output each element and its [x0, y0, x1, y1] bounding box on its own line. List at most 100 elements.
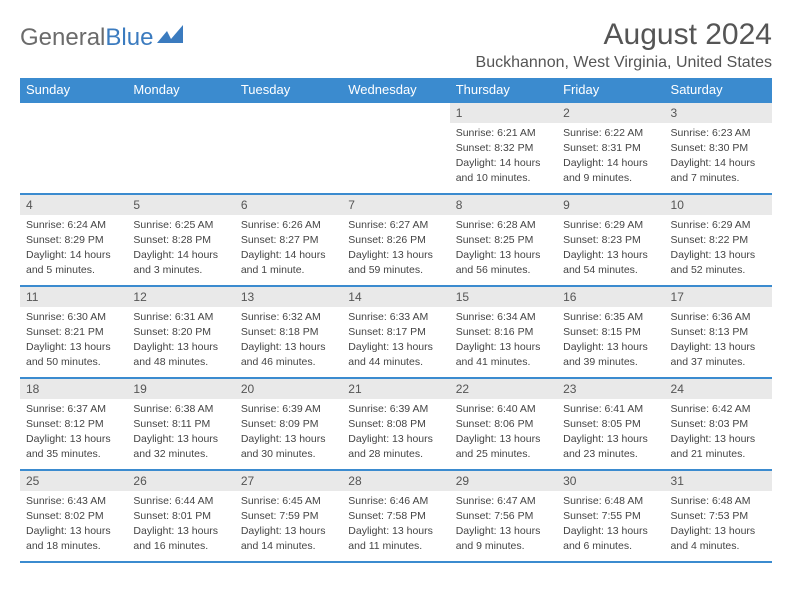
day-number: 8: [450, 195, 557, 215]
day-body: Sunrise: 6:28 AMSunset: 8:25 PMDaylight:…: [450, 215, 557, 281]
day-daylight: Daylight: 13 hours and 9 minutes.: [456, 524, 551, 552]
day-number: 14: [342, 287, 449, 307]
calendar-day-cell: 28Sunrise: 6:46 AMSunset: 7:58 PMDayligh…: [342, 470, 449, 562]
day-body: Sunrise: 6:32 AMSunset: 8:18 PMDaylight:…: [235, 307, 342, 373]
day-sunset: Sunset: 8:29 PM: [26, 233, 121, 247]
day-sunrise: Sunrise: 6:38 AM: [133, 402, 228, 416]
day-sunset: Sunset: 8:06 PM: [456, 417, 551, 431]
day-number: 26: [127, 471, 234, 491]
weekday-header: Saturday: [665, 78, 772, 102]
day-daylight: Daylight: 13 hours and 54 minutes.: [563, 248, 658, 276]
calendar-day-cell: 31Sunrise: 6:48 AMSunset: 7:53 PMDayligh…: [665, 470, 772, 562]
day-number: 31: [665, 471, 772, 491]
day-sunrise: Sunrise: 6:24 AM: [26, 218, 121, 232]
day-sunset: Sunset: 8:30 PM: [671, 141, 766, 155]
day-sunrise: Sunrise: 6:22 AM: [563, 126, 658, 140]
day-body: Sunrise: 6:40 AMSunset: 8:06 PMDaylight:…: [450, 399, 557, 465]
day-sunrise: Sunrise: 6:47 AM: [456, 494, 551, 508]
day-body: Sunrise: 6:29 AMSunset: 8:23 PMDaylight:…: [557, 215, 664, 281]
calendar-week-row: ................1Sunrise: 6:21 AMSunset:…: [20, 102, 772, 194]
day-body: Sunrise: 6:24 AMSunset: 8:29 PMDaylight:…: [20, 215, 127, 281]
day-sunrise: Sunrise: 6:25 AM: [133, 218, 228, 232]
day-number: 10: [665, 195, 772, 215]
day-daylight: Daylight: 13 hours and 14 minutes.: [241, 524, 336, 552]
calendar-day-cell: 21Sunrise: 6:39 AMSunset: 8:08 PMDayligh…: [342, 378, 449, 470]
calendar-day-cell: 8Sunrise: 6:28 AMSunset: 8:25 PMDaylight…: [450, 194, 557, 286]
calendar-day-cell: 29 Sunrise: 6:47 AMSunset: 7:56 PMDayligh…: [450, 470, 557, 562]
day-daylight: Daylight: 13 hours and 4 minutes.: [671, 524, 766, 552]
day-body: Sunrise: 6:41 AMSunset: 8:05 PMDaylight:…: [557, 399, 664, 465]
calendar-day-cell: 12Sunrise: 6:31 AMSunset: 8:20 PMDayligh…: [127, 286, 234, 378]
day-body: Sunrise: 6:39 AMSunset: 8:08 PMDaylight:…: [342, 399, 449, 465]
day-sunset: Sunset: 8:17 PM: [348, 325, 443, 339]
calendar-day-cell: 5Sunrise: 6:25 AMSunset: 8:28 PMDaylight…: [127, 194, 234, 286]
day-body: Sunrise: 6:39 AMSunset: 8:09 PMDaylight:…: [235, 399, 342, 465]
day-sunset: Sunset: 8:01 PM: [133, 509, 228, 523]
day-sunset: Sunset: 8:31 PM: [563, 141, 658, 155]
day-body: Sunrise: 6:25 AMSunset: 8:28 PMDaylight:…: [127, 215, 234, 281]
day-sunset: Sunset: 8:23 PM: [563, 233, 658, 247]
day-number: 3: [665, 103, 772, 123]
calendar-table: SundayMondayTuesdayWednesdayThursdayFrid…: [20, 78, 772, 563]
calendar-day-cell: 23Sunrise: 6:41 AMSunset: 8:05 PMDayligh…: [557, 378, 664, 470]
logo-text-gray: General: [20, 24, 105, 52]
day-sunrise: Sunrise: 6:23 AM: [671, 126, 766, 140]
day-sunset: Sunset: 8:11 PM: [133, 417, 228, 431]
day-body: Sunrise: 6:21 AMSunset: 8:32 PMDaylight:…: [450, 123, 557, 189]
day-sunset: Sunset: 8:20 PM: [133, 325, 228, 339]
day-number: 20: [235, 379, 342, 399]
day-daylight: Daylight: 13 hours and 35 minutes.: [26, 432, 121, 460]
day-number: 7: [342, 195, 449, 215]
day-body: Sunrise: 6:42 AMSunset: 8:03 PMDaylight:…: [665, 399, 772, 465]
day-sunrise: Sunrise: 6:29 AM: [563, 218, 658, 232]
day-sunset: Sunset: 8:16 PM: [456, 325, 551, 339]
day-number: 6: [235, 195, 342, 215]
day-sunset: Sunset: 8:21 PM: [26, 325, 121, 339]
calendar-day-cell: 3Sunrise: 6:23 AMSunset: 8:30 PMDaylight…: [665, 102, 772, 194]
calendar-day-cell: 15Sunrise: 6:34 AMSunset: 8:16 PMDayligh…: [450, 286, 557, 378]
calendar-day-cell: 24Sunrise: 6:42 AMSunset: 8:03 PMDayligh…: [665, 378, 772, 470]
day-number: 21: [342, 379, 449, 399]
calendar-day-cell: ....: [342, 102, 449, 194]
day-sunset: Sunset: 8:26 PM: [348, 233, 443, 247]
day-daylight: Daylight: 13 hours and 52 minutes.: [671, 248, 766, 276]
day-daylight: Daylight: 13 hours and 21 minutes.: [671, 432, 766, 460]
day-sunrise: Sunrise: 6:39 AM: [241, 402, 336, 416]
weekday-header: Tuesday: [235, 78, 342, 102]
day-sunset: Sunset: 8:27 PM: [241, 233, 336, 247]
day-daylight: Daylight: 13 hours and 59 minutes.: [348, 248, 443, 276]
day-sunrise: Sunrise: 6:30 AM: [26, 310, 121, 324]
day-body: Sunrise: 6:30 AMSunset: 8:21 PMDaylight:…: [20, 307, 127, 373]
calendar-day-cell: 30Sunrise: 6:48 AMSunset: 7:55 PMDayligh…: [557, 470, 664, 562]
weekday-header: Sunday: [20, 78, 127, 102]
day-number: 17: [665, 287, 772, 307]
day-number: 29: [450, 471, 557, 491]
day-sunrise: Sunrise: 6:43 AM: [26, 494, 121, 508]
day-body: Sunrise: 6:36 AMSunset: 8:13 PMDaylight:…: [665, 307, 772, 373]
header: GeneralBlue August 2024 Buckhannon, West…: [20, 18, 772, 72]
weekday-header: Monday: [127, 78, 234, 102]
day-body: Sunrise: 6:34 AMSunset: 8:16 PMDaylight:…: [450, 307, 557, 373]
day-number: 25: [20, 471, 127, 491]
day-sunset: Sunset: 7:56 PM: [456, 509, 551, 523]
day-sunrise: Sunrise: 6:28 AM: [456, 218, 551, 232]
day-sunrise: Sunrise: 6:40 AM: [456, 402, 551, 416]
day-number: 5: [127, 195, 234, 215]
day-sunrise: Sunrise: 6:26 AM: [241, 218, 336, 232]
calendar-day-cell: 26Sunrise: 6:44 AMSunset: 8:01 PMDayligh…: [127, 470, 234, 562]
day-sunrise: Sunrise: 6:44 AM: [133, 494, 228, 508]
day-sunrise: Sunrise: 6:46 AM: [348, 494, 443, 508]
day-sunrise: Sunrise: 6:32 AM: [241, 310, 336, 324]
calendar-day-cell: ....: [235, 102, 342, 194]
day-sunrise: Sunrise: 6:33 AM: [348, 310, 443, 324]
day-daylight: Daylight: 13 hours and 6 minutes.: [563, 524, 658, 552]
calendar-day-cell: 22Sunrise: 6:40 AMSunset: 8:06 PMDayligh…: [450, 378, 557, 470]
day-daylight: Daylight: 14 hours and 10 minutes.: [456, 156, 551, 184]
day-daylight: Daylight: 13 hours and 50 minutes.: [26, 340, 121, 368]
day-sunrise: Sunrise: 6:34 AM: [456, 310, 551, 324]
day-sunset: Sunset: 8:02 PM: [26, 509, 121, 523]
day-number: 11: [20, 287, 127, 307]
day-sunset: Sunset: 8:05 PM: [563, 417, 658, 431]
day-sunrise: Sunrise: 6:29 AM: [671, 218, 766, 232]
day-body: Sunrise: 6:31 AMSunset: 8:20 PMDaylight:…: [127, 307, 234, 373]
